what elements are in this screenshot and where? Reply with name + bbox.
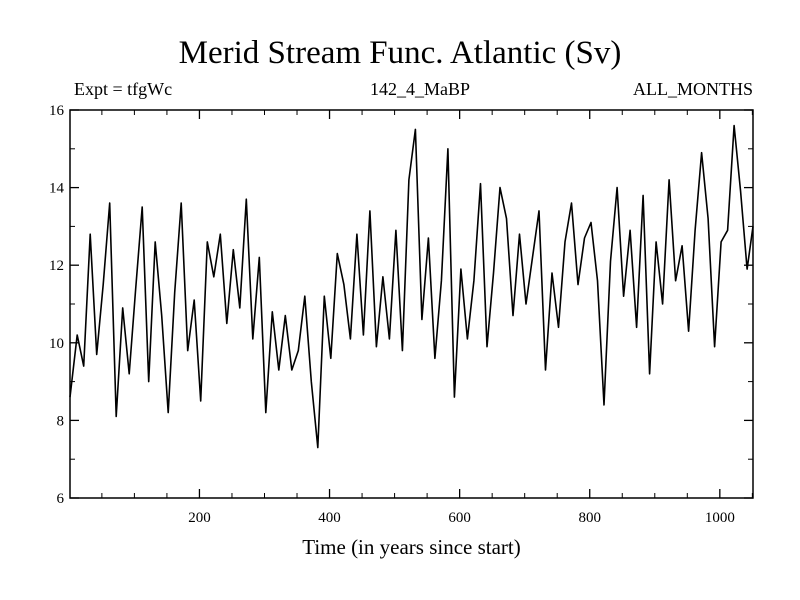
chart-title: Merid Stream Func. Atlantic (Sv) — [178, 35, 622, 71]
y-tick-label: 8 — [57, 413, 65, 429]
x-tick-label: 200 — [188, 510, 211, 526]
series-line — [69, 124, 754, 449]
x-tick-label: 600 — [448, 510, 471, 526]
x-axis-label: Time (in years since start) — [302, 535, 521, 559]
period-label: 142_4_MaBP — [369, 79, 470, 99]
experiment-label: Expt = tfgWc — [74, 79, 173, 99]
plot-frame — [69, 109, 754, 499]
x-tick-label: 800 — [578, 510, 601, 526]
y-tick-label: 6 — [57, 491, 65, 507]
y-tick-label: 16 — [49, 103, 65, 119]
y-tick-label: 10 — [49, 336, 64, 352]
x-tick-label: 400 — [318, 510, 341, 526]
months-label: ALL_MONTHS — [633, 79, 753, 99]
axis-ticks: 200 400 600 800 1000 6 8 10 12 14 16 — [49, 103, 753, 526]
y-tick-label: 12 — [49, 258, 64, 274]
x-tick-label: 1000 — [705, 510, 735, 526]
y-tick-label: 14 — [49, 181, 65, 197]
